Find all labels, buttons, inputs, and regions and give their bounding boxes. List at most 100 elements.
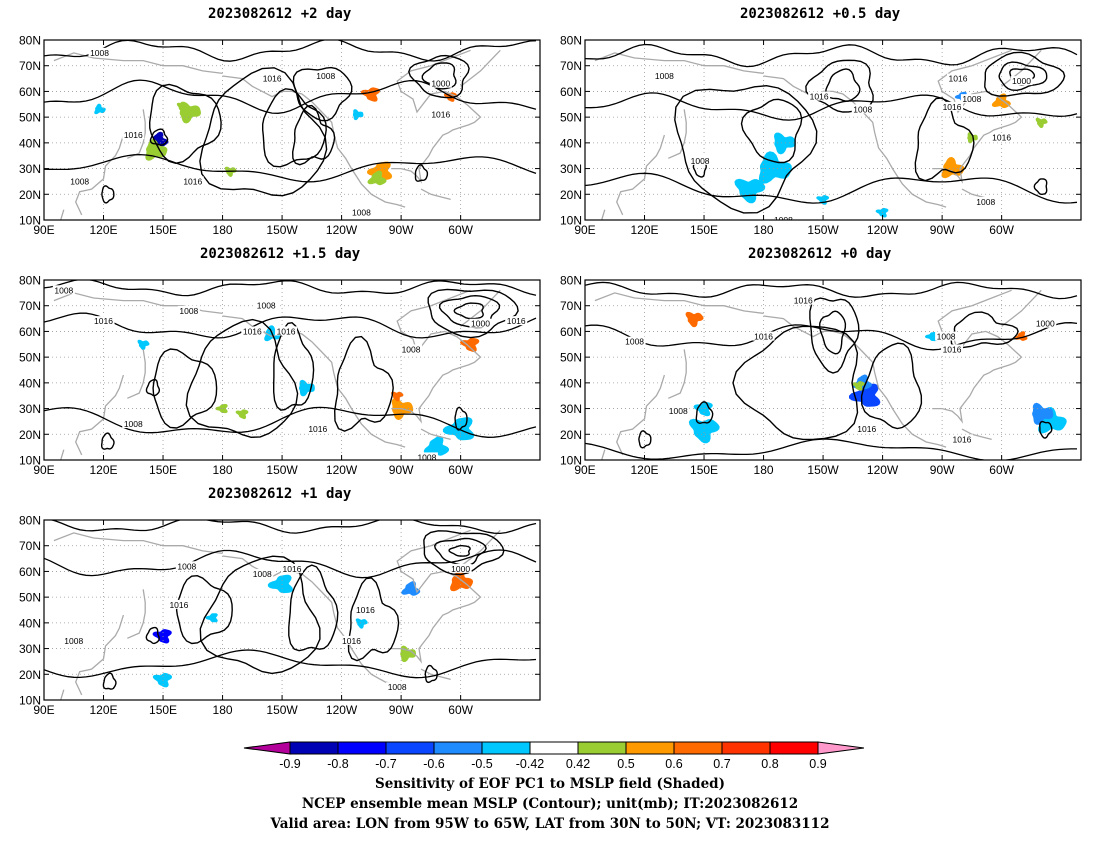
contour-label: 1016 bbox=[308, 424, 327, 434]
lat-tick-label: 40N bbox=[19, 616, 41, 630]
mslp-contour bbox=[674, 84, 818, 214]
panel-title-p05: 2023082612 +0.5 day bbox=[740, 6, 901, 22]
mslp-contour bbox=[984, 51, 1066, 97]
lon-tick-label: 60W bbox=[448, 703, 473, 717]
contour-label: 1008 bbox=[625, 337, 644, 347]
lon-tick-label: 150E bbox=[149, 703, 177, 717]
contour-label-bg bbox=[122, 130, 145, 140]
contour-label: 1016 bbox=[943, 344, 962, 354]
contour-label: 1008 bbox=[257, 301, 276, 311]
lon-tick-label: 60W bbox=[989, 463, 1014, 477]
contour-label-bg bbox=[935, 331, 958, 341]
lat-tick-label: 50N bbox=[560, 111, 582, 125]
contour-label: 1008 bbox=[962, 94, 981, 104]
contour-label-bg bbox=[52, 285, 75, 295]
coastline bbox=[53, 532, 223, 555]
contour-label: 1016 bbox=[431, 110, 450, 120]
map-panel-p1: 1008 1008 1016 1000 1016 1016 1008 1016 1008 80N 7… bbox=[19, 514, 541, 717]
coastline bbox=[74, 134, 125, 216]
caption-line-3: Valid area: LON from 95W to 65W, LAT fro… bbox=[270, 816, 830, 832]
contour-label: 1016 bbox=[243, 326, 262, 336]
contour-label: 1008 bbox=[253, 569, 272, 579]
contour-label: 1008 bbox=[937, 332, 956, 342]
contour-label: 1016 bbox=[507, 316, 526, 326]
contour-label: 1016 bbox=[283, 564, 302, 574]
lon-tick-label: 120W bbox=[326, 223, 358, 237]
lat-tick-label: 10N bbox=[560, 214, 582, 228]
contour-label: 1016 bbox=[949, 74, 968, 84]
mslp-contour bbox=[347, 577, 400, 662]
lat-tick-label: 60N bbox=[19, 85, 41, 99]
lon-tick-label: 180 bbox=[754, 223, 774, 237]
panel-title-p1: 2023082612 +1 day bbox=[208, 486, 352, 502]
contour-label-bg bbox=[167, 599, 190, 609]
sensitivity-shade bbox=[924, 332, 938, 342]
lon-tick-label: 150E bbox=[690, 223, 718, 237]
mslp-contour bbox=[824, 68, 861, 102]
map-panel-p15: 1008 1016 1008 1008 1016 1016 1008 1000 1016 1008… bbox=[19, 274, 541, 477]
contour-label-bg bbox=[941, 101, 964, 111]
contour-label: 1008 bbox=[774, 215, 793, 225]
lon-tick-label: 60W bbox=[448, 463, 473, 477]
mslp-contour bbox=[49, 520, 537, 535]
contour-label: 1008 bbox=[417, 452, 436, 462]
contour-label-bg bbox=[88, 47, 111, 57]
map-frame bbox=[584, 279, 1082, 461]
contour-label: 1008 bbox=[54, 285, 73, 295]
contour-label-bg bbox=[429, 78, 452, 88]
map-background bbox=[585, 40, 1081, 220]
map-panel-p05: 1008101610081016101610001008101610081008… bbox=[560, 34, 1082, 237]
lat-tick-label: 20N bbox=[19, 668, 41, 682]
coastline bbox=[601, 209, 606, 220]
contour-label-bg bbox=[251, 569, 274, 578]
contour-label-bg bbox=[92, 316, 115, 326]
mslp-contour bbox=[44, 280, 537, 297]
coastline bbox=[420, 188, 451, 201]
map-frame bbox=[43, 519, 541, 701]
lat-tick-label: 40N bbox=[560, 376, 582, 390]
contour-label-bg bbox=[1034, 318, 1057, 328]
contour-label: 1008 bbox=[316, 71, 335, 81]
mslp-contour bbox=[292, 66, 353, 122]
lat-tick-label: 20N bbox=[560, 188, 582, 202]
mslp-contour bbox=[152, 348, 218, 429]
contour-label-bg bbox=[255, 300, 278, 310]
mslp-contour bbox=[453, 302, 484, 320]
contour-label: 1008 bbox=[352, 207, 371, 217]
colorbar-arrow-high bbox=[817, 741, 864, 755]
contour-label: 1000 bbox=[1036, 319, 1055, 329]
lat-tick-label: 60N bbox=[19, 565, 41, 579]
mslp-contour bbox=[44, 153, 537, 183]
sensitivity-shade bbox=[94, 103, 106, 115]
contour-label-bg bbox=[792, 295, 815, 305]
mslp-contour bbox=[288, 564, 339, 652]
lon-tick-label: 90E bbox=[574, 463, 595, 477]
contour-label: 1016 bbox=[263, 74, 282, 84]
panel-title-p2: 2023082612 +2 day bbox=[208, 6, 352, 22]
lon-tick-label: 120E bbox=[90, 463, 118, 477]
mslp-contour bbox=[585, 43, 1078, 68]
panel-title-p0: 2023082612 +0 day bbox=[748, 246, 892, 262]
lon-tick-label: 120W bbox=[867, 463, 899, 477]
colorbar-tick-label: -0.5 bbox=[471, 757, 493, 770]
sensitivity-shade bbox=[688, 418, 720, 444]
contour-label: 1008 bbox=[691, 156, 710, 166]
contour-label: 1016 bbox=[356, 605, 375, 615]
contour-label-bg bbox=[449, 563, 472, 573]
contour-label: 1008 bbox=[655, 71, 674, 81]
contour-label-bg bbox=[340, 635, 363, 645]
mslp-contour bbox=[101, 185, 115, 204]
contour-label-bg bbox=[386, 682, 409, 692]
sensitivity-shade bbox=[235, 409, 249, 420]
contour-label-bg bbox=[941, 344, 964, 354]
mslp-contour bbox=[291, 104, 336, 166]
sensitivity-shade bbox=[215, 404, 228, 414]
lon-tick-label: 120E bbox=[90, 223, 118, 237]
lat-tick-label: 70N bbox=[560, 299, 582, 313]
sensitivity-shade bbox=[264, 325, 282, 342]
coastline bbox=[668, 109, 687, 159]
coastline bbox=[594, 52, 764, 75]
coastline bbox=[601, 449, 606, 460]
mslp-contour bbox=[638, 430, 652, 449]
contour-label-bg bbox=[623, 336, 646, 346]
